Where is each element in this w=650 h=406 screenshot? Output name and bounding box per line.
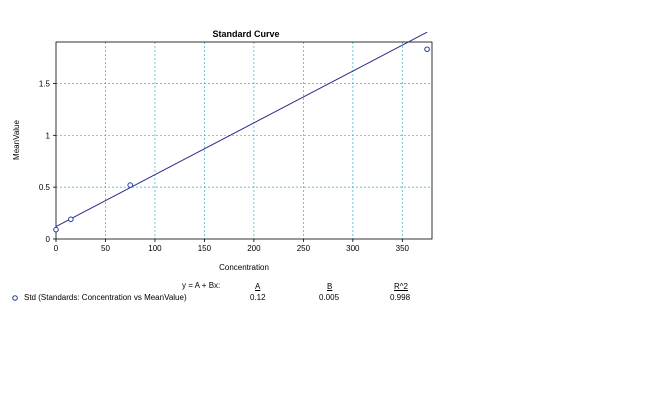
chart-title: Standard Curve <box>212 29 279 39</box>
fit-line <box>55 31 428 228</box>
x-axis-ticks: 0 50 100 150 200 250 300 350 <box>54 239 410 253</box>
x-tick-label: 50 <box>101 244 110 253</box>
fit-line-group <box>55 31 428 228</box>
data-point <box>424 46 430 53</box>
data-points <box>53 46 430 233</box>
data-point <box>127 182 134 188</box>
legend-header-a: A <box>255 282 261 291</box>
gridlines <box>56 42 432 239</box>
y-tick-label: 0.5 <box>39 183 51 192</box>
x-tick-label: 300 <box>346 244 360 253</box>
x-tick-label: 100 <box>148 244 162 253</box>
y-axis-label: MeanValue <box>12 120 21 160</box>
y-axis-ticks: 0 0.5 1 1.5 <box>39 79 56 244</box>
legend-value-r2: 0.998 <box>390 293 411 302</box>
legend-marker-icon <box>12 295 18 301</box>
data-point <box>68 216 74 223</box>
x-tick-label: 150 <box>198 244 212 253</box>
legend-value-a: 0.12 <box>250 293 266 302</box>
legend-value-b: 0.005 <box>319 293 340 302</box>
x-tick-label: 200 <box>247 244 261 253</box>
x-tick-label: 350 <box>396 244 410 253</box>
data-point <box>53 226 59 233</box>
x-axis-label: Concentration <box>219 263 269 272</box>
legend-header-b: B <box>327 282 333 291</box>
plot-area-border <box>55 41 433 240</box>
legend-equation-label: y = A + Bx: <box>182 281 221 290</box>
y-tick-label: 0 <box>46 235 51 244</box>
y-tick-label: 1.5 <box>39 79 51 88</box>
x-tick-label: 0 <box>54 244 59 253</box>
legend-series-label: Std (Standards: Concentration vs MeanVal… <box>24 293 187 302</box>
y-tick-label: 1 <box>46 131 51 140</box>
legend-header-r2: R^2 <box>394 282 408 291</box>
x-tick-label: 250 <box>297 244 311 253</box>
